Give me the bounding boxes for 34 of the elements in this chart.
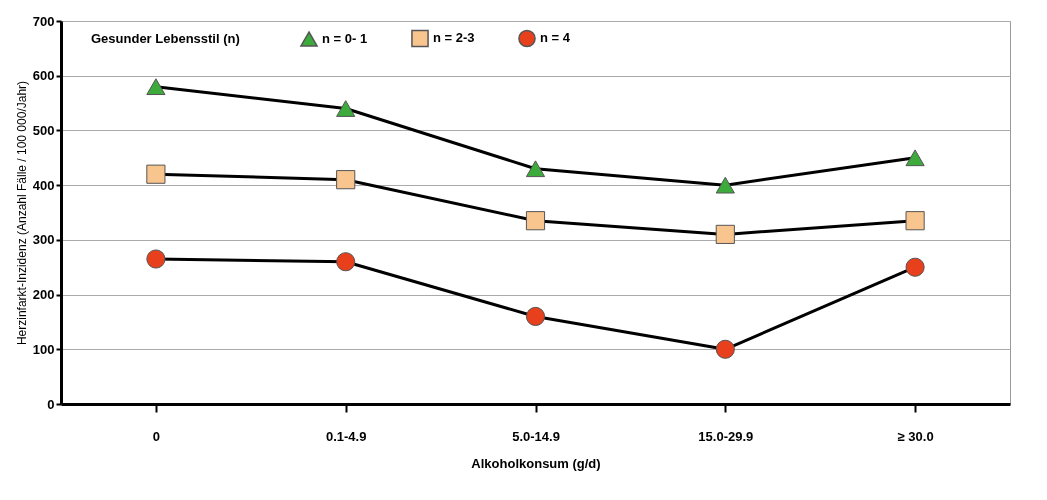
point bbox=[525, 211, 546, 231]
point bbox=[905, 149, 925, 167]
y-tick-label: 100 bbox=[32, 341, 55, 357]
point bbox=[715, 339, 735, 359]
x-axis-title: Alkoholkonsum (g/d) bbox=[471, 455, 601, 471]
y-axis-title: Herzinfarkt-Inzidenz (Anzahl Fälle / 100 000/Jahr) bbox=[14, 80, 29, 346]
point bbox=[336, 170, 356, 190]
point bbox=[146, 78, 166, 96]
point bbox=[336, 100, 356, 117]
point bbox=[905, 257, 925, 277]
point bbox=[525, 160, 546, 178]
y-tick-label: 700 bbox=[32, 13, 55, 29]
y-tick-label: 500 bbox=[32, 122, 55, 138]
x-tick-label: ≥ 30.0 bbox=[897, 428, 934, 444]
y-tick-label: 600 bbox=[32, 68, 55, 84]
x-tick-label: 0 bbox=[152, 428, 161, 444]
x-tick-label: 0.1-4.9 bbox=[325, 428, 367, 444]
legend-label: n = 2-3 bbox=[433, 30, 475, 46]
x-tick-label: 15.0-29.9 bbox=[698, 428, 754, 444]
legend-label: n = 4 bbox=[540, 30, 571, 46]
y-tick-label: 200 bbox=[32, 287, 55, 303]
y-tick-label: 0 bbox=[47, 396, 55, 412]
point bbox=[715, 176, 735, 194]
legend-title: Gesunder Lebensstil (n) bbox=[91, 31, 240, 46]
point bbox=[525, 306, 546, 327]
point bbox=[146, 249, 166, 269]
point bbox=[146, 164, 166, 184]
point bbox=[336, 252, 356, 272]
x-tick-label: 5.0-14.9 bbox=[512, 428, 560, 444]
y-tick-label: 400 bbox=[32, 177, 55, 193]
point bbox=[905, 211, 925, 231]
point bbox=[715, 224, 735, 244]
y-tick-label: 300 bbox=[32, 232, 55, 248]
legend-label: n = 0- 1 bbox=[322, 31, 368, 47]
